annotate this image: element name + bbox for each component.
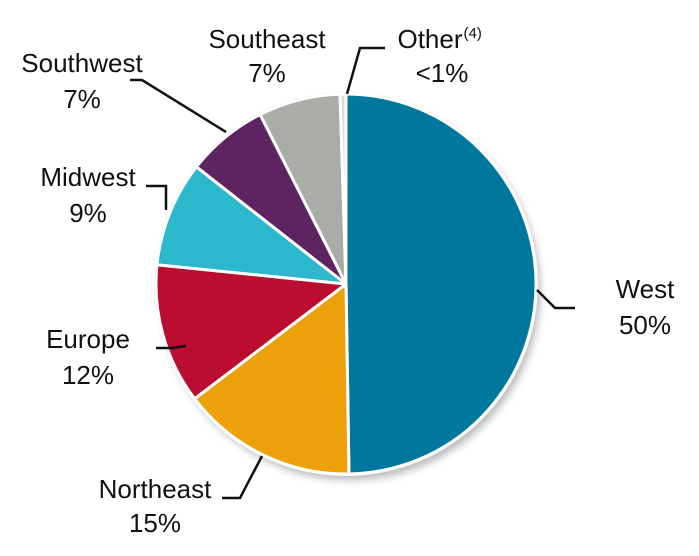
- label-superscript: (4): [464, 25, 482, 42]
- slice-label: Midwest: [40, 162, 136, 192]
- value-label: 9%: [69, 198, 107, 228]
- leader-line: [222, 455, 264, 500]
- leader-line: [156, 344, 187, 350]
- value-label: 12%: [62, 360, 114, 390]
- value-label: 7%: [63, 84, 101, 114]
- value-label: 15%: [129, 508, 181, 538]
- leader-line: [536, 289, 575, 310]
- pie-slice: [193, 282, 351, 476]
- slice-label: Other: [397, 24, 462, 54]
- slice-label: Southwest: [21, 48, 143, 78]
- pie-slice: [154, 263, 348, 401]
- leader-line: [130, 78, 227, 134]
- slice-label: West: [616, 274, 676, 304]
- pie-slice: [155, 165, 348, 286]
- value-label: <1%: [416, 58, 469, 88]
- leader-line: [345, 46, 385, 95]
- slice-label: Northeast: [99, 474, 212, 504]
- slice-label: Southeast: [208, 24, 326, 54]
- pie-slice: [338, 92, 348, 286]
- leader-line: [146, 184, 168, 210]
- value-label: 7%: [248, 58, 286, 88]
- slice-label: Europe: [46, 324, 130, 354]
- value-label: 50%: [619, 310, 671, 340]
- pie-slice: [344, 92, 538, 476]
